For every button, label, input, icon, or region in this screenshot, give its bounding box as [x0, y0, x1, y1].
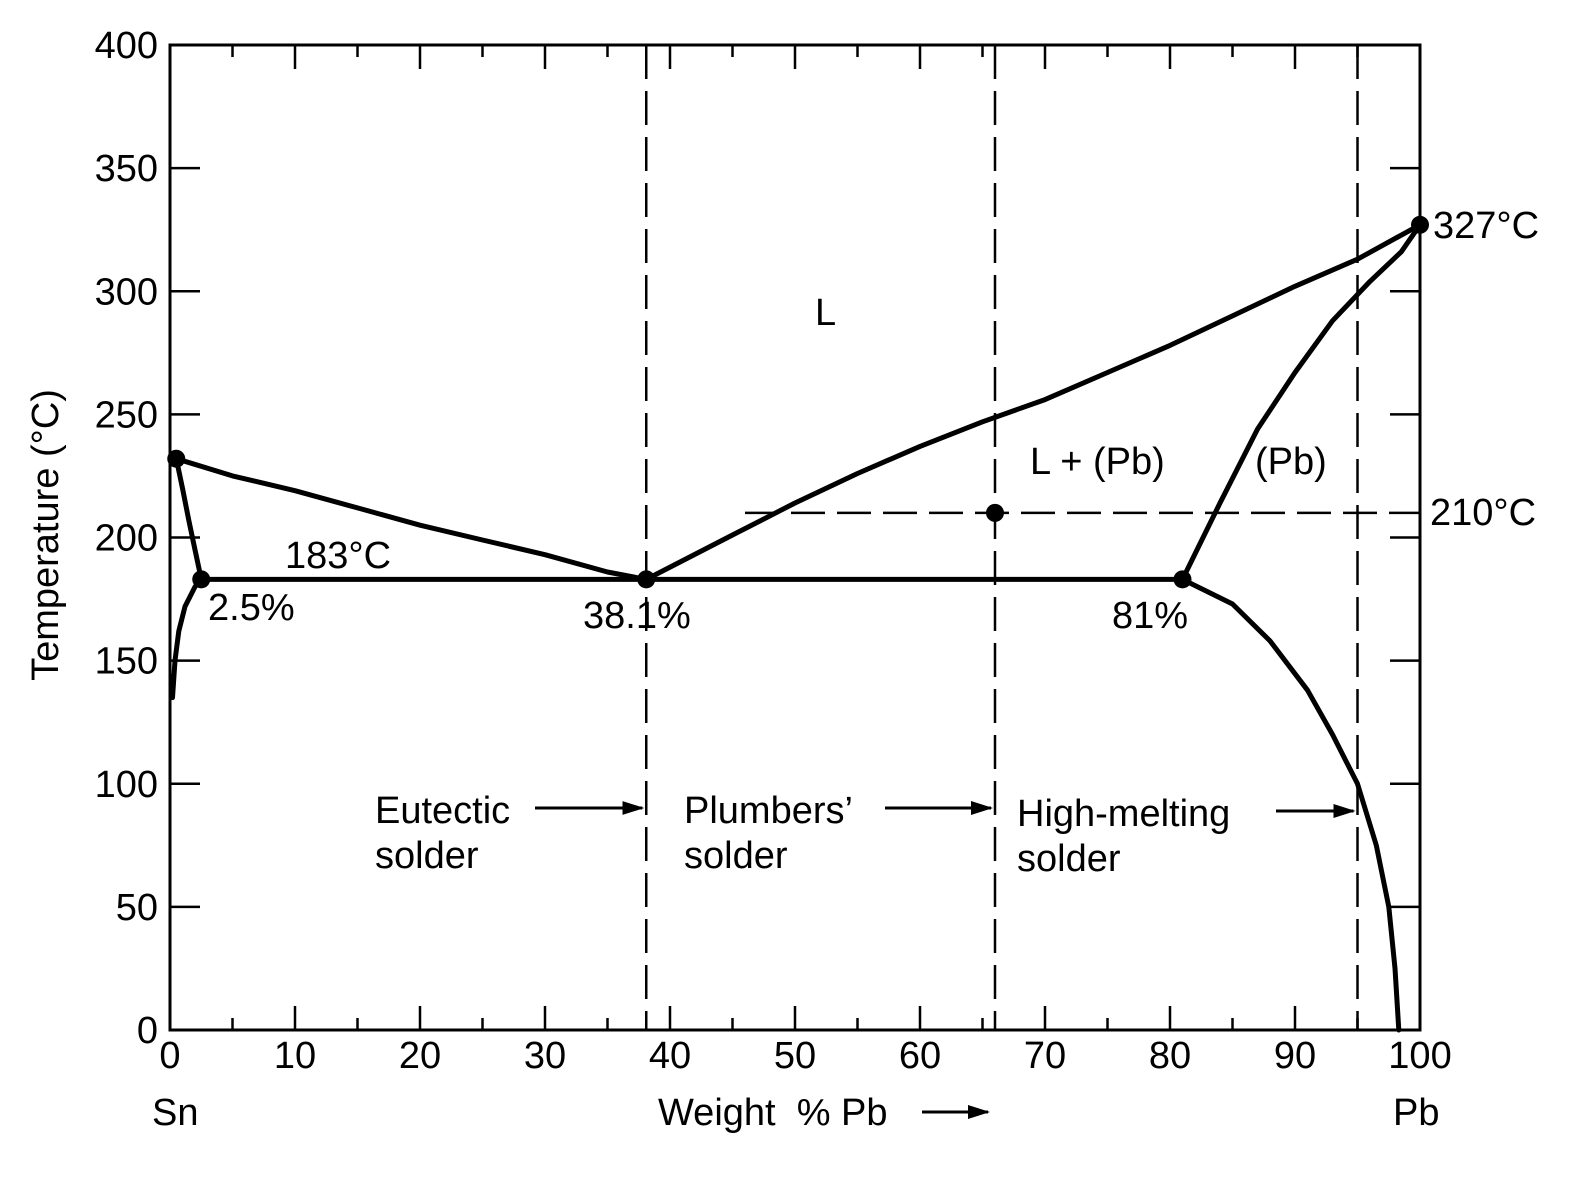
y-tick-label: 200	[95, 518, 158, 560]
plumbers-solder-210	[986, 503, 1004, 522]
x-tick-label: 0	[159, 1035, 180, 1077]
x-tick-label: 60	[899, 1035, 941, 1077]
x-tick-label: 90	[1274, 1035, 1316, 1077]
liquidus-right	[643, 222, 1423, 582]
axis-ticks	[168, 43, 1422, 1032]
solder-arrows	[535, 801, 1356, 818]
y-tick-label: 150	[95, 641, 158, 683]
region-liquid: L	[815, 292, 836, 334]
x-tick-label: 40	[649, 1035, 691, 1077]
y-axis-title: Temperature (°C)	[25, 389, 67, 681]
eutectic-comp-label: 38.1%	[583, 595, 691, 637]
region-pb-solid: (Pb)	[1255, 441, 1327, 483]
x-tick-label: 10	[274, 1035, 316, 1077]
pb-limit-label: 81%	[1112, 595, 1188, 637]
x-axis-title: Weight % Pb	[658, 1092, 888, 1134]
temp-210-label: 210°C	[1430, 492, 1536, 534]
y-tick-label: 50	[116, 887, 158, 929]
x-tick-label: 50	[774, 1035, 816, 1077]
liquidus-left	[173, 456, 649, 582]
sn-solubility-limit	[192, 570, 211, 589]
x-tick-label: 70	[1024, 1035, 1066, 1077]
y-tick-label: 250	[95, 394, 158, 436]
x-tick-label: 100	[1388, 1035, 1451, 1077]
solvus-sn	[170, 576, 204, 701]
eutectic-solder-line1: Eutectic	[375, 790, 510, 832]
y-tick-label: 300	[95, 271, 158, 313]
y-tick-label: 0	[137, 1010, 158, 1052]
eutectic-temp-label: 183°C	[285, 535, 391, 577]
y-tick-label: 350	[95, 148, 158, 190]
phase-points	[167, 215, 1429, 589]
x-tick-label: 30	[524, 1035, 566, 1077]
sn-melting-point	[167, 449, 186, 468]
pb-melt-label: 327°C	[1433, 205, 1539, 247]
high-melting-solder-line2: solder	[1017, 838, 1121, 880]
y-tick-label: 400	[95, 25, 158, 67]
eutectic-solder-line2: solder	[375, 835, 479, 877]
x-axis-left-element: Sn	[152, 1092, 198, 1134]
eutectic-point	[637, 570, 656, 589]
pb-melting-point	[1411, 215, 1429, 234]
plumbers-solder-line1: Plumbers’	[684, 790, 853, 832]
x-tick-label: 20	[399, 1035, 441, 1077]
solvus-pb	[1180, 576, 1402, 1033]
pb-solubility-limit	[1173, 570, 1192, 589]
high-melting-solder-line1: High-melting	[1017, 793, 1230, 835]
axis-tick-labels: 0 10 20 30 40 50 60 70 80 90 100 0 50 100 150 200 250 300…	[95, 25, 1452, 1077]
y-tick-label: 100	[95, 764, 158, 806]
x-tick-label: 80	[1149, 1035, 1191, 1077]
phase-boundaries	[170, 222, 1423, 1033]
region-liquid-plus-pb: L + (Pb)	[1030, 441, 1165, 483]
solidus-sn	[173, 456, 204, 582]
x-axis-right-element: Pb	[1393, 1092, 1439, 1134]
plumbers-solder-line2: solder	[684, 835, 788, 877]
solidus-pb	[1180, 222, 1423, 582]
sn-limit-label: 2.5%	[208, 587, 295, 629]
dashed-guides	[645, 45, 1420, 1030]
